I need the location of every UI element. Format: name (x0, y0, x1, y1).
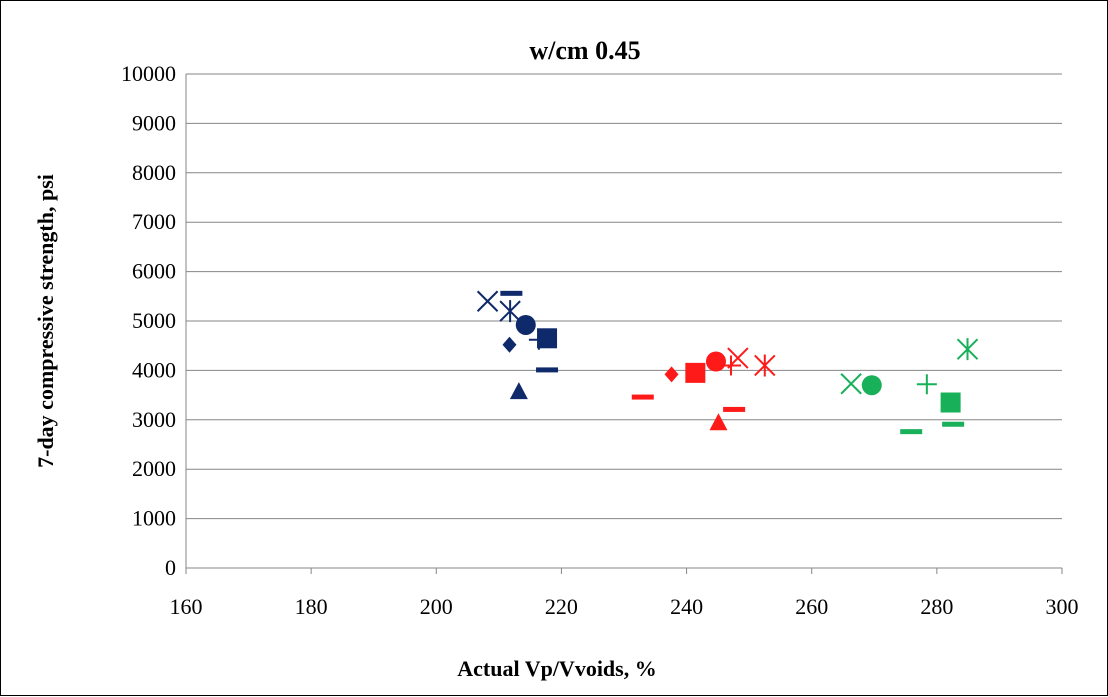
x-tick-label: 200 (420, 594, 453, 619)
x-tick-label: 220 (545, 594, 578, 619)
data-point-circle (705, 351, 726, 372)
data-point-diamond (664, 366, 679, 383)
y-tick-label: 6000 (132, 259, 176, 284)
x-tick-label: 300 (1046, 594, 1079, 619)
data-point-star (754, 354, 776, 377)
grid-lines (186, 73, 1062, 520)
triangle-marker (709, 413, 728, 431)
square-marker (685, 362, 706, 383)
x-marker (727, 347, 749, 369)
data-point-circle (861, 375, 882, 396)
circle-marker (515, 314, 536, 335)
y-tick-label: 8000 (132, 160, 176, 185)
data-point-dash (631, 394, 654, 400)
data-point-square (940, 392, 961, 413)
triangle-marker (509, 382, 528, 400)
x-tick-label: 160 (170, 594, 203, 619)
data-point-dash (942, 421, 965, 427)
dash-marker (723, 406, 746, 412)
data-point-star (956, 338, 979, 361)
data-point-square (685, 362, 706, 383)
x-tick-label: 260 (795, 594, 828, 619)
circle-marker (861, 375, 882, 396)
x-marker (476, 290, 499, 312)
data-point-dash (536, 367, 559, 373)
y-tick-label: 0 (165, 555, 176, 580)
star-marker (754, 354, 776, 377)
data-point-star (499, 300, 521, 323)
y-tick-label: 3000 (132, 407, 176, 432)
y-tick-label: 1000 (132, 506, 176, 531)
y-axis-title: 7-day compressive strength, psi (33, 174, 58, 468)
data-point-triangle (709, 413, 728, 431)
diamond-marker (664, 366, 679, 383)
star-marker (956, 338, 979, 361)
data-point-x (840, 373, 862, 395)
star-marker (499, 300, 521, 323)
x-tick-label: 240 (670, 594, 703, 619)
dash-marker (900, 429, 923, 435)
x-axis-title: Actual Vp/Vvoids, % (457, 656, 656, 681)
y-tick-label: 4000 (132, 357, 176, 382)
data-point-triangle (509, 382, 528, 400)
data-point-diamond (502, 336, 517, 353)
data-point-dash (500, 290, 523, 296)
chart-title: w/cm 0.45 (529, 36, 640, 65)
diamond-marker (502, 336, 517, 353)
dash-marker (500, 290, 523, 296)
y-tick-label: 2000 (132, 456, 176, 481)
dash-marker (631, 394, 654, 400)
data-points (476, 290, 979, 435)
data-point-x (476, 290, 499, 312)
data-point-square (537, 328, 558, 349)
data-point-plus (916, 374, 937, 395)
x-tick-label: 180 (295, 594, 328, 619)
y-tick-label: 9000 (132, 110, 176, 135)
dash-marker (942, 421, 965, 427)
y-tick-label: 10000 (121, 61, 176, 86)
square-marker (537, 328, 558, 349)
axes (185, 74, 1063, 574)
square-marker (940, 392, 961, 413)
x-tick-label: 280 (920, 594, 953, 619)
plus-marker (916, 374, 937, 395)
tick-labels: 0 1000 2000 3000 4000 5000 6000 7000 8000 9000 100… (121, 61, 1079, 619)
data-point-x (727, 347, 749, 369)
dash-marker (536, 367, 559, 373)
circle-marker (705, 351, 726, 372)
y-tick-label: 5000 (132, 308, 176, 333)
data-point-dash (723, 406, 746, 412)
y-tick-label: 7000 (132, 209, 176, 234)
x-marker (840, 373, 862, 395)
data-point-circle (515, 314, 536, 335)
data-point-dash (900, 429, 923, 435)
